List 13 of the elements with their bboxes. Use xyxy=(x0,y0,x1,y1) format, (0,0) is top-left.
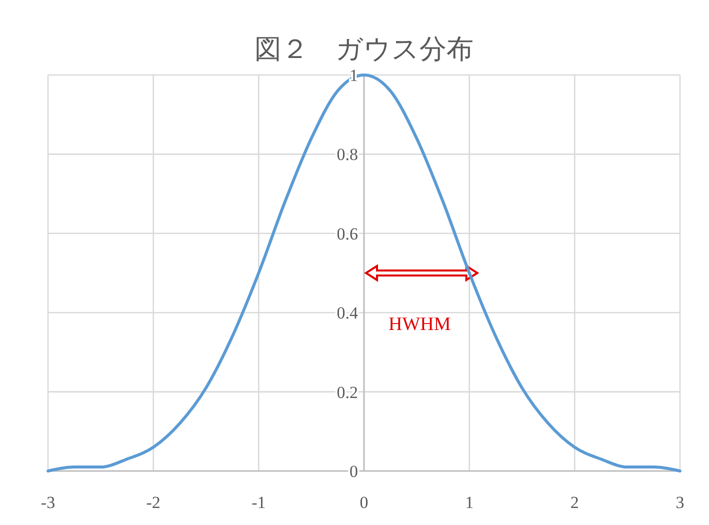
chart-title: 図２ ガウス分布 xyxy=(254,34,474,64)
y-tick-label: 0.8 xyxy=(336,145,358,164)
x-tick-label: -2 xyxy=(146,493,160,512)
y-tick-label: 0 xyxy=(350,462,358,481)
x-tick-label: -3 xyxy=(40,493,56,512)
y-tick-label: 0.6 xyxy=(336,224,358,244)
x-tick-label: 1 xyxy=(465,493,474,512)
x-tick-label: -1 xyxy=(252,493,266,512)
x-tick-label: 2 xyxy=(570,493,579,512)
annotation: HWHM xyxy=(388,314,451,335)
y-tick-label: 0.2 xyxy=(336,382,358,402)
x-tick-label: 3 xyxy=(676,493,684,512)
y-tick-label: 0.4 xyxy=(336,304,358,323)
